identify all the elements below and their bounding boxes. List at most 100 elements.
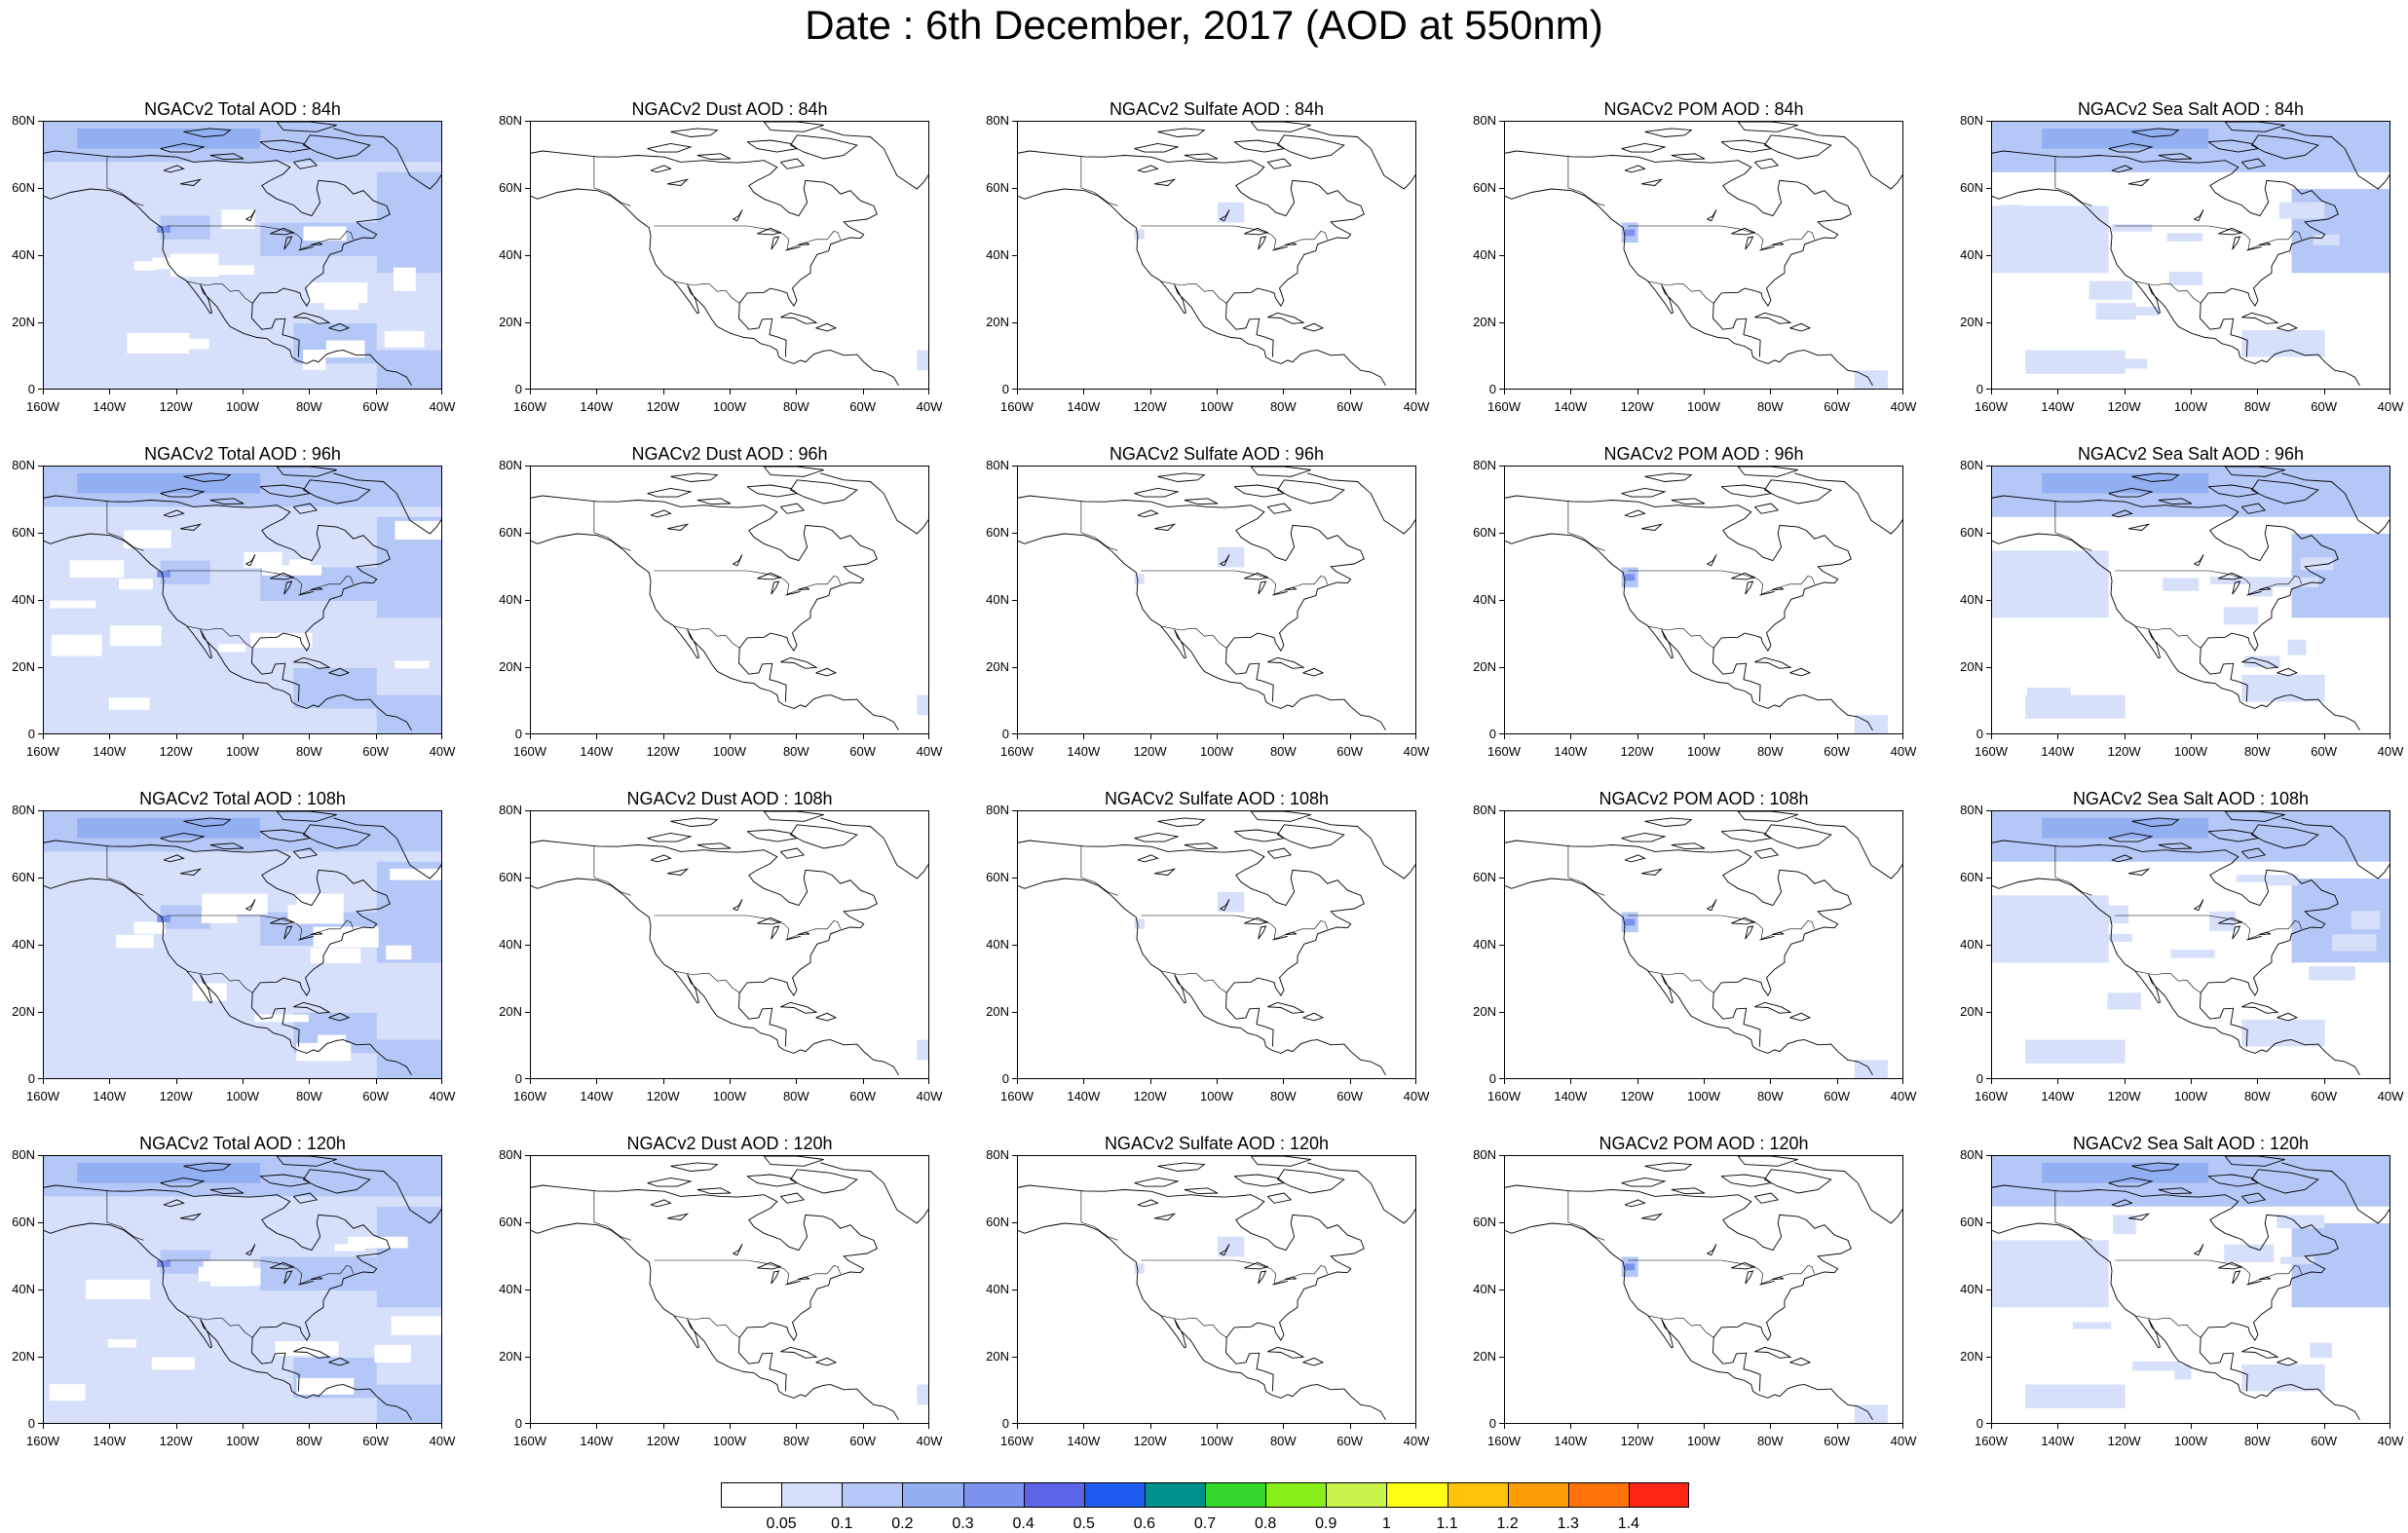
latitude-tick-label: 60N (986, 180, 1009, 195)
coastline (44, 533, 412, 731)
latitude-tick-label: 0 (1001, 382, 1009, 396)
longitude-tick-label: 160W (513, 399, 546, 414)
aod-contour-fill (151, 1357, 195, 1370)
latitude-tick-label: 80N (12, 113, 35, 128)
longitude-tick (2389, 734, 2390, 739)
latitude-tick (525, 533, 530, 534)
latitude-tick-label: 20N (1960, 1004, 1983, 1019)
aod-contour-fill (1218, 546, 1245, 568)
latitude-tick-label: 20N (12, 1349, 35, 1364)
map-plot-area (1504, 810, 1903, 1079)
longitude-tick-label: 140W (1554, 399, 1588, 414)
coastline (647, 487, 693, 498)
longitude-tick (1570, 390, 1572, 394)
coastline (310, 1276, 323, 1281)
latitude-tick (38, 121, 43, 122)
coastline (785, 590, 801, 596)
latitude-tick (1986, 255, 1991, 256)
coastline (1671, 1187, 1706, 1195)
longitude-tick-label: 80W (295, 1434, 322, 1448)
coastline (779, 847, 806, 859)
coastline (1219, 554, 1230, 567)
political-border (1628, 570, 1816, 595)
map-plot-area (43, 1155, 442, 1424)
panel-title: NGACv2 POM AOD : 108h (1599, 789, 1809, 808)
coastline (293, 1001, 331, 1014)
longitude-tick (730, 734, 731, 739)
map-panel: NGACv2 Total AOD : 108h 0 20N 40N 60N 80N 160W… (12, 789, 455, 1103)
latitude-tick (1499, 533, 1504, 534)
latitude-tick (38, 1423, 43, 1424)
latitude-tick-label: 40N (986, 247, 1009, 262)
coastline (2232, 580, 2241, 595)
aod-contour-fill (2025, 1039, 2126, 1064)
panel-title: NGACv2 Sea Salt AOD : 108h (2072, 789, 2310, 808)
political-border (186, 1315, 253, 1338)
coastline (667, 1213, 690, 1220)
aod-contour-fill (152, 257, 179, 270)
aod-contour-fill (69, 560, 125, 578)
coastline (163, 1199, 185, 1208)
latitude-tick (1012, 945, 1017, 946)
coastline (1505, 533, 1873, 731)
coastline (1250, 467, 1311, 477)
coastline (820, 472, 928, 535)
coastline (1250, 1156, 1311, 1167)
longitude-tick (1017, 390, 1018, 394)
coastline (180, 523, 203, 531)
coastline (1276, 134, 1345, 160)
longitude-tick (109, 734, 111, 739)
aod-contour-fill (1134, 229, 1145, 240)
coastline (44, 188, 412, 387)
colorbar-label: 1.3 (1557, 1515, 1579, 1532)
aod-contour-fill (2127, 307, 2160, 316)
latitude-tick (525, 322, 530, 323)
aod-contour-fill (2241, 1019, 2325, 1047)
longitude-tick (2389, 1424, 2390, 1429)
coastline (746, 829, 799, 842)
longitude-tick-label: 40W (429, 744, 456, 759)
coastline (2158, 498, 2193, 505)
coastline (1267, 656, 1305, 669)
longitude-tick (1017, 1079, 1018, 1084)
aod-contour-fill (2166, 233, 2203, 242)
coastline (2218, 916, 2243, 925)
map-panel: NGACv2 Sea Salt AOD : 84h 0 20N 40N 60N 80N 16… (1960, 99, 2403, 414)
longitude-tick-label: 100W (1200, 399, 1233, 414)
coastline (2158, 1187, 2193, 1195)
coastline (328, 322, 351, 332)
coastline (270, 572, 295, 580)
political-border (1080, 1190, 1118, 1241)
political-border (593, 156, 631, 206)
longitude-tick-label: 160W (513, 744, 546, 759)
aod-contour-fill (334, 1244, 365, 1252)
longitude-tick-label: 100W (226, 1089, 259, 1103)
coastline (1641, 868, 1664, 876)
longitude-tick (1283, 1079, 1285, 1084)
latitude-tick-label: 40N (12, 247, 35, 262)
aod-contour-fill (325, 340, 365, 358)
coastline (1244, 916, 1269, 925)
coastline (531, 495, 878, 702)
latitude-tick-label: 60N (1960, 870, 1983, 884)
latitude-tick-label: 60N (986, 870, 1009, 884)
longitude-tick (2323, 734, 2325, 739)
map-panel: NGACv2 Sulfate AOD : 108h 0 20N 40N 60N 80N 16… (986, 789, 1429, 1103)
latitude-tick-label: 80N (1473, 113, 1496, 128)
latitude-tick (1012, 389, 1017, 390)
latitude-tick (525, 1155, 530, 1156)
longitude-tick-label: 120W (2107, 744, 2141, 759)
longitude-tick-label: 140W (93, 744, 127, 759)
longitude-tick-label: 40W (2377, 1089, 2404, 1103)
latitude-tick (1012, 121, 1017, 122)
aod-contour-fill (2042, 472, 2209, 494)
longitude-tick (530, 1424, 531, 1429)
political-border (673, 970, 740, 993)
coastline (1771, 242, 1785, 246)
political-border (1647, 1315, 1714, 1338)
longitude-tick-label: 40W (1403, 1434, 1430, 1448)
political-border (2134, 280, 2201, 304)
longitude-tick-label: 100W (226, 1434, 259, 1448)
coastline (293, 656, 331, 669)
latitude-tick-label: 20N (986, 1004, 1009, 1019)
